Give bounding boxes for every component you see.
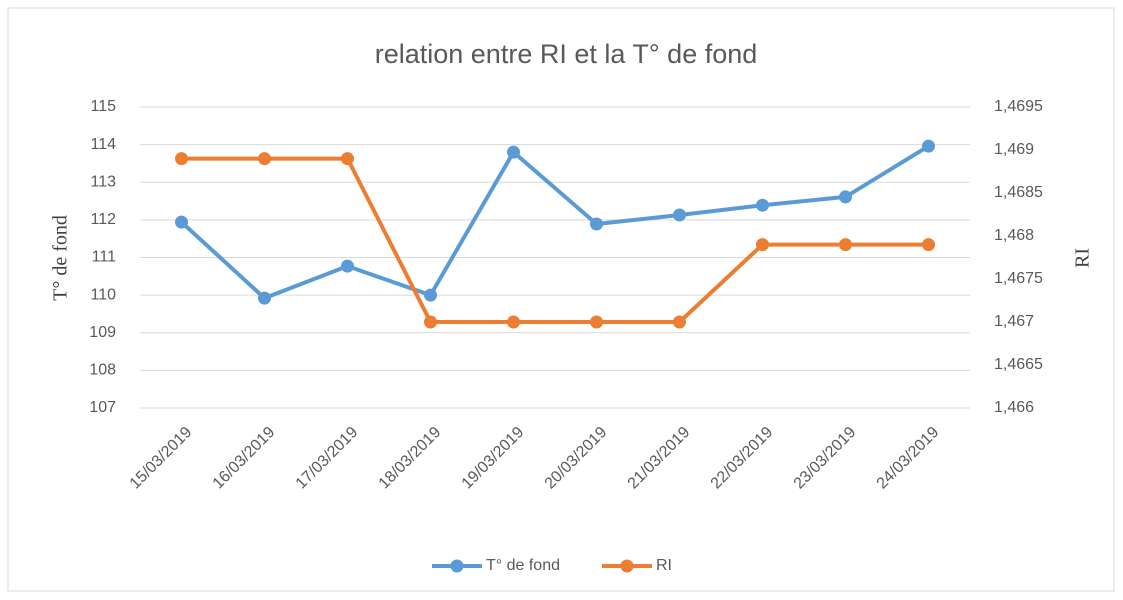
point bbox=[258, 152, 271, 166]
point bbox=[756, 238, 769, 252]
chart-border bbox=[7, 7, 1115, 592]
y2-tick-label: 1,469 bbox=[994, 141, 1034, 158]
chart-title: relation entre RI et la T° de fond bbox=[375, 39, 758, 69]
point bbox=[756, 198, 769, 212]
y2-tick-label: 1,468 bbox=[994, 227, 1034, 244]
y-axis-label: T° de fond bbox=[50, 215, 72, 301]
y-tick-label: 113 bbox=[90, 173, 116, 190]
point bbox=[673, 208, 686, 222]
legend-label: RI bbox=[656, 557, 672, 574]
point bbox=[922, 238, 935, 252]
y2-axis-label: RI bbox=[1072, 248, 1094, 268]
series-line bbox=[181, 156, 929, 324]
y2-tick-label: 1,4675 bbox=[994, 270, 1043, 287]
point bbox=[590, 315, 603, 329]
y-tick-label: 112 bbox=[90, 211, 116, 228]
point bbox=[839, 190, 852, 204]
point bbox=[590, 217, 603, 231]
y-tick-label: 110 bbox=[90, 286, 116, 303]
point bbox=[507, 145, 520, 159]
point bbox=[424, 315, 437, 329]
y-tick-label: 108 bbox=[89, 362, 116, 379]
point bbox=[507, 315, 520, 329]
point bbox=[839, 238, 852, 252]
y2-tick-label: 1,467 bbox=[994, 313, 1034, 330]
series-line bbox=[180, 144, 930, 301]
point bbox=[341, 259, 354, 273]
y-tick-label: 115 bbox=[90, 98, 116, 115]
point bbox=[922, 139, 935, 153]
point bbox=[258, 291, 271, 305]
y2-tick-label: 1,4695 bbox=[994, 98, 1043, 115]
y-tick-label: 107 bbox=[89, 399, 116, 416]
point bbox=[424, 288, 437, 302]
legend-marker bbox=[620, 559, 634, 573]
point bbox=[673, 315, 686, 329]
point bbox=[175, 152, 188, 166]
legend-marker bbox=[450, 559, 464, 573]
y-tick-label: 109 bbox=[89, 324, 116, 341]
y-tick-label: 111 bbox=[92, 249, 116, 266]
y-tick-label: 114 bbox=[90, 136, 116, 153]
y2-tick-label: 1,4685 bbox=[994, 184, 1043, 201]
legend-label: T° de fond bbox=[486, 557, 560, 574]
point bbox=[175, 215, 188, 229]
point bbox=[341, 152, 354, 166]
y2-tick-label: 1,466 bbox=[994, 399, 1034, 416]
y2-tick-label: 1,4665 bbox=[994, 356, 1043, 373]
